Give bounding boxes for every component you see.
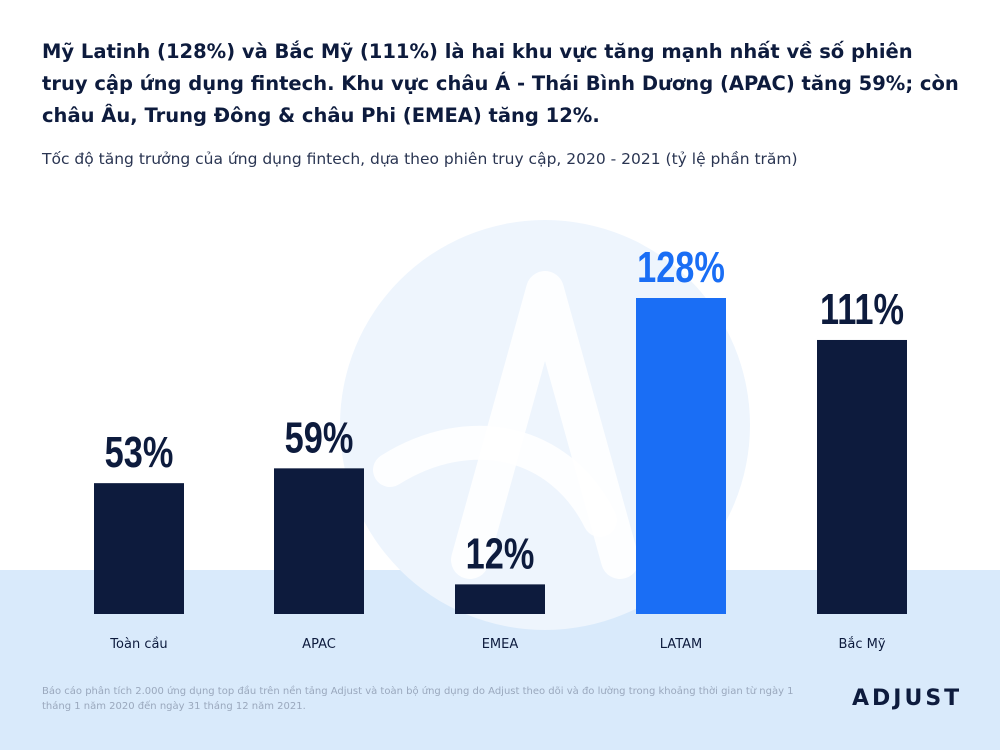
- bar-EMEA: [455, 584, 545, 614]
- bar-Toàn cầu: [94, 483, 184, 614]
- footnote: Báo cáo phân tích 2.000 ứng dụng top đầu…: [42, 686, 794, 712]
- headline: Mỹ Latinh (128%) và Bắc Mỹ (111%) là hai…: [42, 40, 959, 127]
- value-label: 128%: [637, 243, 725, 292]
- category-label: Toàn cầu: [109, 637, 167, 652]
- value-label: 59%: [285, 413, 354, 462]
- bar-LATAM: [636, 298, 726, 614]
- category-label: EMEA: [482, 637, 519, 652]
- adjust-logo: ADJUST: [852, 686, 963, 711]
- value-label: 111%: [820, 285, 904, 334]
- category-label: APAC: [302, 637, 336, 652]
- value-label: 12%: [466, 529, 535, 578]
- category-label: LATAM: [660, 637, 702, 652]
- bar-APAC: [274, 468, 364, 614]
- value-label: 53%: [105, 428, 174, 477]
- bar-Bắc Mỹ: [817, 339, 907, 614]
- category-label: Bắc Mỹ: [838, 637, 885, 652]
- chart-title: Tốc độ tăng trưởng của ứng dụng fintech,…: [42, 150, 798, 168]
